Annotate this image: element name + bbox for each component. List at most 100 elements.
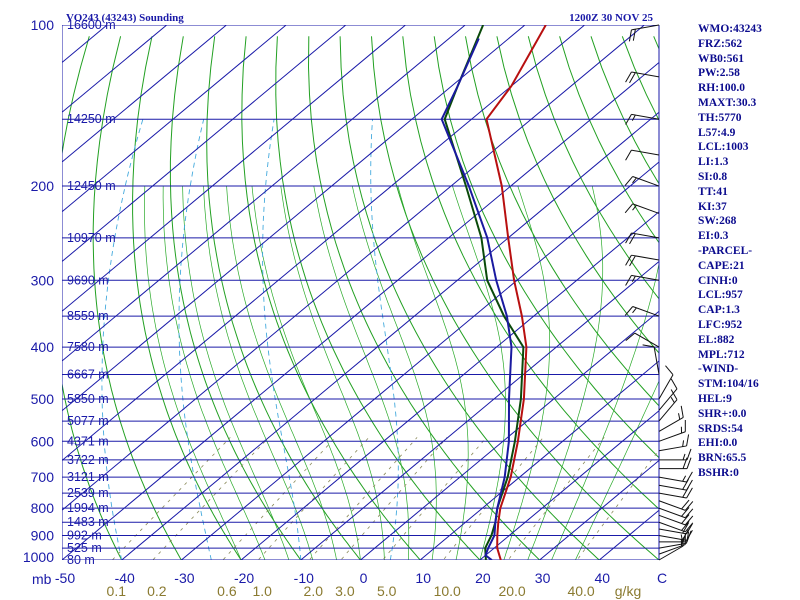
isotherm-line [300,260,659,560]
stat-line: SW:268 [698,215,737,228]
isotherm-line [62,61,659,560]
height-label: 5850 m [67,392,109,406]
dry-adiabat-line [371,36,659,560]
height-label: 9690 m [67,273,109,287]
mixing-ratio-tick-label: 40.0 [567,583,594,599]
isotherm-line [62,25,585,462]
mixing-ratio-tick-label: 20.0 [498,583,525,599]
height-label: 14250 m [67,112,116,126]
stat-line: PW:2.58 [698,67,740,80]
mixing-ratio-tick-label: 1.0 [253,583,273,599]
wind-barb [625,254,660,267]
wind-barb-flag [686,471,693,483]
wind-barb-staff [658,542,687,549]
mixing-ratio-tick-label: 0.1 [107,583,127,599]
wind-barbs [624,24,694,561]
height-label: 3121 m [67,470,109,484]
wind-barb-flag [670,378,678,390]
isotherm-line [62,25,526,412]
dry-adiabat-line [527,36,659,300]
stat-line: MPL:712 [698,348,745,361]
parcel-reference-line [178,119,212,560]
wind-barb-flag [624,203,634,214]
mixing-ratio-tick-label: 3.0 [335,583,355,599]
isotherm-line [62,25,645,511]
pressure-tick-label: 900 [31,528,55,544]
stat-line: EL:882 [698,333,735,346]
stat-line: SHR+:0.0 [698,407,747,420]
height-label: 1483 m [67,515,109,529]
dry-adiabat-line [433,36,659,459]
wind-barb [624,203,660,214]
wind-barb-flag [624,176,634,186]
wind-barb-half-flag [631,275,636,282]
isotherm-line [181,161,659,560]
wind-barb-flag [625,275,632,286]
stat-line: SI:0.8 [698,170,728,183]
wind-barb-staff [658,545,684,561]
profile-lines [440,25,547,560]
wind-barb-staff [631,274,660,281]
wind-barb [658,405,684,432]
parcel-reference-line [101,119,144,560]
wind-barb [658,378,678,411]
wind-barb-staff [632,306,660,317]
isotherm-line [62,25,466,362]
wind-barb-flag [665,365,674,376]
wind-barb-flag [625,232,632,244]
pressure-tick-label: 800 [31,500,55,516]
wind-barb-staff [631,113,660,120]
wind-barb-half-flag [632,204,637,211]
mixing-ratio-line [111,437,231,560]
wind-barb-staff [658,514,686,526]
wind-barb-half-flag [632,177,637,184]
pressure-tick-label: 300 [31,272,55,288]
pressure-tick-label: 700 [31,469,55,485]
dry-adiabat-line [92,36,182,560]
wind-barb-flag [642,344,655,348]
wind-barb-half-flag [632,307,637,314]
mixing-ratio-line [507,437,605,560]
wind-barb [625,71,660,84]
wind-barb-flag [686,523,693,535]
pressure-unit-label: mb [32,571,52,587]
wind-barb-flag [629,72,636,84]
temperature-profile-line [485,25,547,560]
mixing-ratio-line [152,437,270,560]
height-label: 16600 m [67,18,116,32]
wind-barb [642,344,660,375]
stat-line: KI:37 [698,200,727,213]
stat-line: LI:1.3 [698,156,729,169]
stat-line: LFC:952 [698,318,743,331]
wind-barb-staff [658,374,674,400]
stat-line: -WIND- [698,363,739,376]
wind-barb-staff [632,176,660,187]
wind-barb [658,507,694,519]
wind-barb [625,332,660,348]
dry-adiabat-line [206,36,362,560]
wind-barb-staff [658,445,687,452]
wind-barb-flag [684,501,694,511]
height-label: 7580 m [67,340,109,354]
height-label: 3722 m [67,453,109,467]
wind-barb-flag [686,434,690,447]
pressure-tick-label: 600 [31,433,55,449]
wind-barb-flag [686,448,692,461]
wind-barb-half-flag [682,440,685,447]
temperature-tick-label: 40 [595,570,611,586]
wind-barb-flag [629,233,636,245]
height-label: 8559 m [67,309,109,323]
wind-barb-flag [670,389,678,400]
wind-barb-flag [624,306,634,316]
wind-barb [625,113,660,125]
stat-line: FRZ:562 [698,37,743,50]
wind-barb-staff [658,484,687,491]
isotherm-line [240,211,659,560]
wetbulb-profile-line [440,38,513,560]
wind-barb-flag [625,71,632,83]
wind-barb [624,306,660,317]
temperature-tick-label: -50 [55,570,75,586]
temperature-tick-label: 20 [475,570,491,586]
chart-title: VO243 (43243) Sounding [66,12,184,24]
